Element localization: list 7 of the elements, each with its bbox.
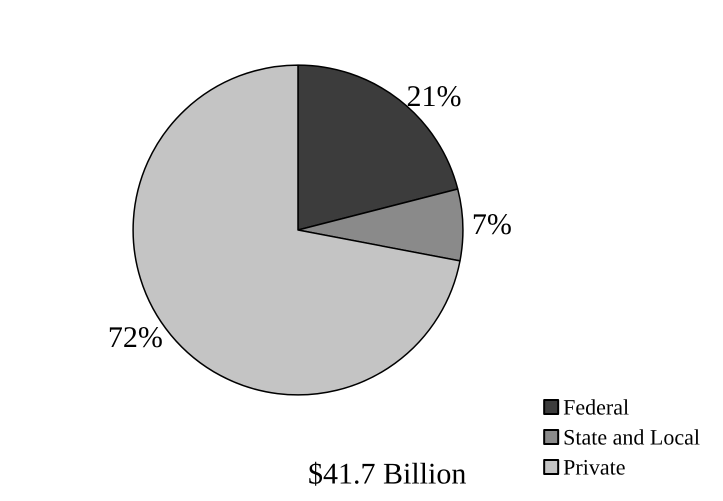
text: $41.7 Billion <box>308 458 466 490</box>
legend-label: Private <box>563 454 626 480</box>
data-label: 21% <box>406 80 462 114</box>
data-label: 7% <box>472 208 512 242</box>
data-label: 72% <box>108 321 163 354</box>
legend-label: Federal <box>563 394 630 420</box>
legend-label: State and Local <box>563 424 700 450</box>
